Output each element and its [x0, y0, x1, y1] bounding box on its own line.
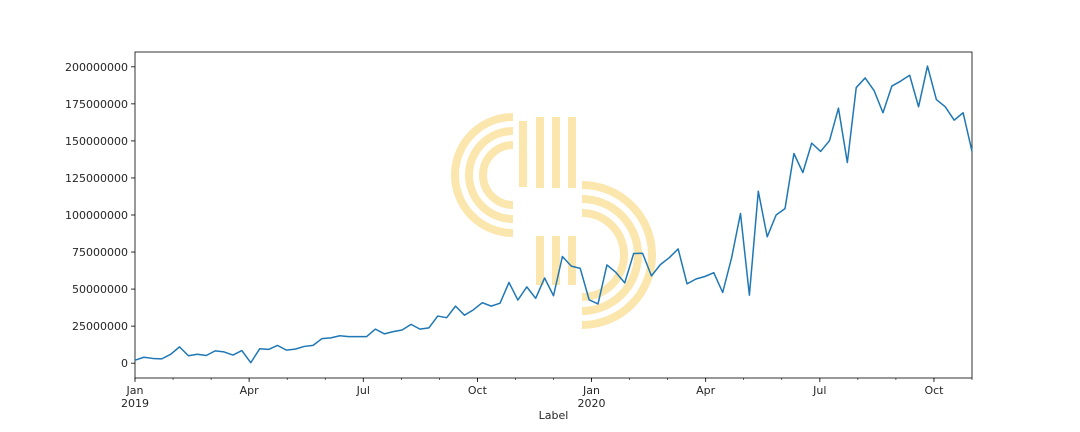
y-tick-label: 150000000: [65, 135, 128, 148]
y-tick-label: 200000000: [65, 61, 128, 74]
y-tick-label: 0: [121, 357, 128, 370]
watermark-arc-right-0: [581, 181, 656, 329]
plot-frame: [134, 51, 973, 379]
series-layer: [134, 65, 973, 364]
axes: [134, 51, 973, 379]
x-axis-label: Label: [539, 409, 569, 422]
x-tick-label: Oct: [468, 384, 488, 397]
y-tick-label: 50000000: [72, 283, 128, 296]
watermark-logo: [451, 113, 656, 329]
x-tick-label: Oct: [924, 384, 944, 397]
x-tick-label: Apr: [240, 384, 260, 397]
watermark-arc-left-0: [451, 113, 514, 237]
y-tick-label: 175000000: [65, 98, 128, 111]
watermark-arc-left-1: [465, 127, 514, 223]
y-tick-label: 100000000: [65, 209, 128, 222]
x-tick-label: Jan: [582, 384, 600, 397]
x-tick-year-label: 2020: [578, 397, 606, 410]
x-tick-label: Apr: [696, 384, 716, 397]
y-axis: 0 25000000 50000000 75000000 100000000 125000…: [65, 61, 135, 370]
x-tick-label: Jul: [812, 384, 826, 397]
y-tick-label: 125000000: [65, 172, 128, 185]
x-tick-label: Jan: [126, 384, 144, 397]
y-tick-label: 75000000: [72, 246, 128, 259]
x-tick-year-label: 2019: [121, 397, 149, 410]
watermark-arc-left-2: [479, 141, 514, 209]
series-line-0: [134, 65, 973, 364]
x-tick-label: Jul: [356, 384, 370, 397]
watermark-arc-right-1: [581, 195, 642, 315]
y-tick-label: 25000000: [72, 320, 128, 333]
